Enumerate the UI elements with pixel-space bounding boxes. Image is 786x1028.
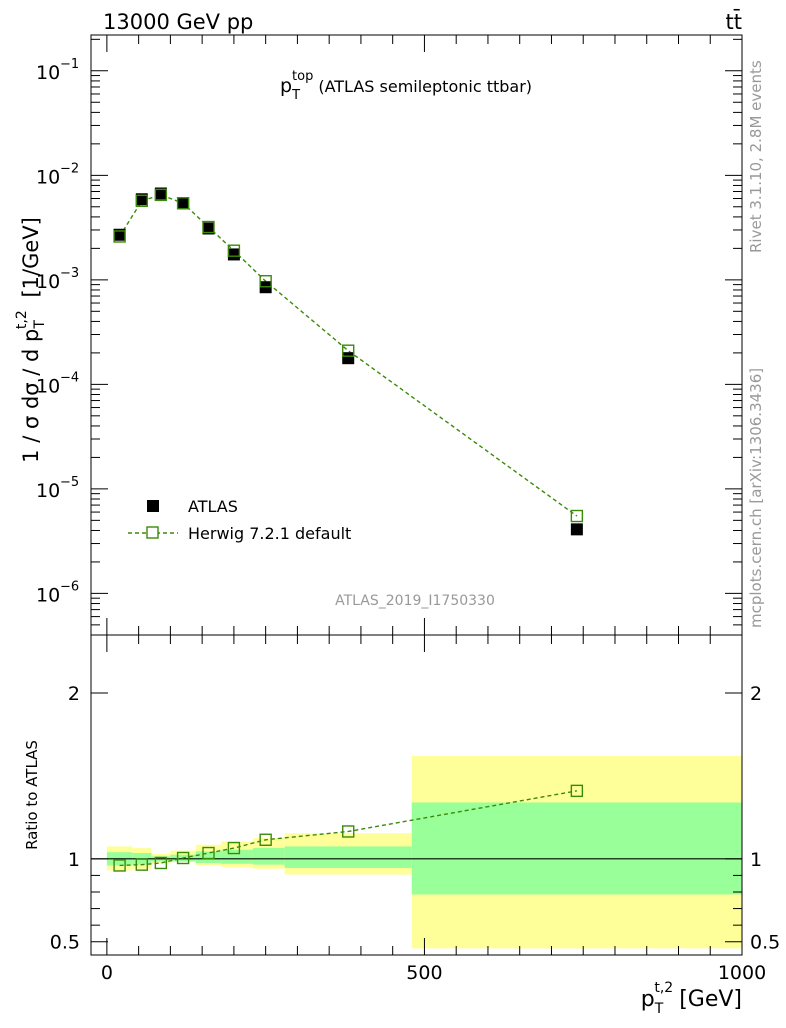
ratio-y-tick-label-right: 1 [750,849,762,871]
ratio-band-inner [284,846,412,868]
mcplots-label: mcplots.cern.ch [arXiv:1306.3436] [747,368,765,628]
herwig-point [135,194,149,208]
legend-data-label: ATLAS [188,497,238,516]
herwig-point [113,230,126,243]
ratio-y-tick-labels: 2 2 1 1 0.5 0.5 [50,683,780,954]
herwig-point [259,275,272,288]
herwig-point [176,197,190,210]
ratio-band-inner [221,849,253,864]
ratio-point [176,851,190,865]
y-tick-label: 10 [36,166,60,188]
legend-mc-marker [146,526,159,539]
main-y-ticks [91,38,742,636]
y-tick-label: 10 [36,584,60,606]
main-y-tick-labels: 10−110−210−310−410−510−6 [36,57,79,607]
ratio-y-tick-label-left: 2 [68,683,80,705]
x-tick-label: 0 [101,962,113,984]
herwig-point [202,220,215,234]
herwig-point [154,188,168,202]
main-frame [90,34,743,636]
y-tick-label: 10 [36,271,60,293]
main-points [113,187,584,536]
ratio-band-inner [411,802,742,895]
y-tick-exponent: −5 [60,475,79,490]
legend-mc-label: Herwig 7.2.1 default [188,524,351,543]
ratio-points [113,784,584,872]
ratio-y-axis-label: Ratio to ATLAS [23,740,41,850]
atlas-data-point [202,222,215,235]
header-energy-label: 13000 GeV pp [103,10,253,34]
analysis-label: ATLAS_2019_I1750330 [335,593,495,609]
x-tick-label: 1000 [718,962,766,984]
y-tick-label: 10 [36,480,60,502]
herwig-point [227,244,241,257]
x-tick-label: 500 [406,962,442,984]
atlas-data-point [135,193,148,206]
legend-data-marker [147,500,159,512]
y-tick-exponent: −6 [60,579,79,594]
main-x-ticks [106,35,743,635]
x-tick-labels: 0 500 1000 [101,962,766,984]
atlas-data-point [154,187,167,200]
ratio-y-tick-label-right: 2 [750,683,762,705]
header-process-label: tt̄ [726,9,742,34]
ratio-panel: Ratio to ATLAS 2 2 1 1 0.5 0.5 0 500 1000 pTt,2… [23,634,780,1017]
atlas-data-point [342,352,355,365]
y-tick-label: 10 [36,375,60,397]
legend: ATLAS Herwig 7.2.1 default [128,497,351,543]
y-tick-exponent: −1 [60,57,79,72]
main-panel: pTtop(ATLAS semileptonic ttbar) 1 / σ dσ… [14,34,743,636]
ratio-point [259,833,272,846]
herwig-point [342,344,355,357]
ratio-point [135,858,149,871]
ratio-point [202,846,215,860]
ratio-y-tick-label-left: 1 [68,849,80,871]
ratio-point [342,825,355,838]
ratio-point [570,784,584,798]
ratio-line [119,790,577,867]
atlas-data-point [570,523,583,536]
herwig-point [570,509,584,523]
y-axis-label: 1 / σ dσ / d pTt,2 [1/GeV] [14,217,48,463]
x-axis-label: pTt,2 [GeV] [641,980,742,1017]
y-tick-exponent: −3 [60,266,79,281]
ratio-point [154,856,168,870]
y-tick-exponent: −4 [60,370,79,385]
ratio-x-ticks [106,635,743,955]
atlas-data-point [113,228,126,241]
ratio-y-tick-label-right: 0.5 [750,932,780,954]
ratio-y-ticks [91,692,742,943]
ratio-point [113,859,126,872]
ratio-band-inner [195,851,222,863]
rivet-version-label: Rivet 3.1.10, 2.8M events [747,60,765,253]
ratio-bands [106,756,742,949]
y-tick-label: 10 [36,62,60,84]
ratio-band-inner [252,848,285,865]
main-title: pTtop(ATLAS semileptonic ttbar) [280,69,532,103]
ratio-y-tick-label-left: 0.5 [50,932,80,954]
ratio-frame [90,634,743,956]
atlas-data-point [227,248,240,261]
atlas-data-point [177,197,190,210]
y-tick-exponent: −2 [60,161,79,176]
ratio-point [227,841,241,855]
